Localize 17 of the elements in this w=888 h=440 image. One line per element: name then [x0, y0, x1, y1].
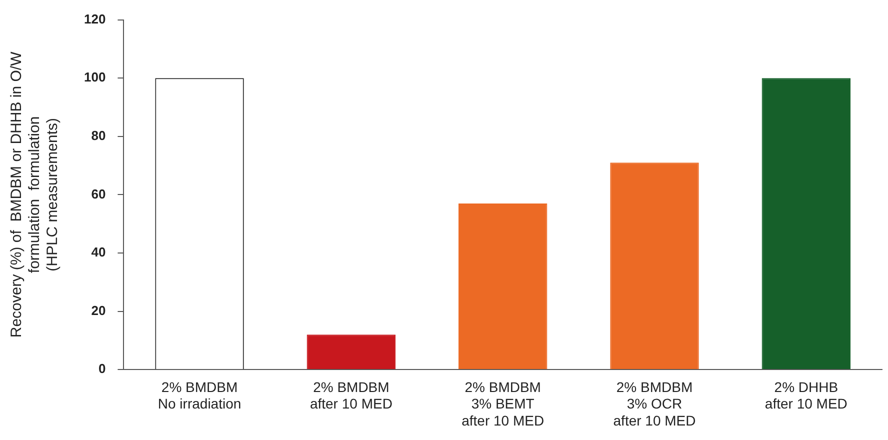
bar	[306, 334, 396, 370]
y-tick-label: 60	[91, 186, 106, 202]
y-tick-label: 20	[91, 302, 106, 318]
y-tick-label: 100	[84, 70, 106, 85]
y-tick-label: 40	[91, 244, 106, 260]
y-axis-title: Recovery (%) of BMDBM or DHHB in O/W formulation formulation (HPLC measurements)	[8, 50, 62, 338]
bar	[458, 203, 548, 370]
x-tick-label: 2% BMDBM after 10 MED	[310, 378, 392, 412]
y-tick-label: 80	[91, 128, 106, 143]
bar	[610, 162, 699, 370]
x-tick-label: 2% DHHB after 10 MED	[764, 378, 848, 412]
y-tick-label: 120	[84, 11, 106, 26]
y-tick-label: 0	[98, 361, 106, 376]
x-tick-label: 2% BMDBM 3% OCR after 10 MED	[613, 378, 696, 428]
bar	[762, 78, 851, 370]
x-tick-label: 2% BMDBM 3% BEMT after 10 MED	[462, 378, 544, 428]
x-tick-label: 2% BMDBM No irradiation	[158, 378, 242, 412]
